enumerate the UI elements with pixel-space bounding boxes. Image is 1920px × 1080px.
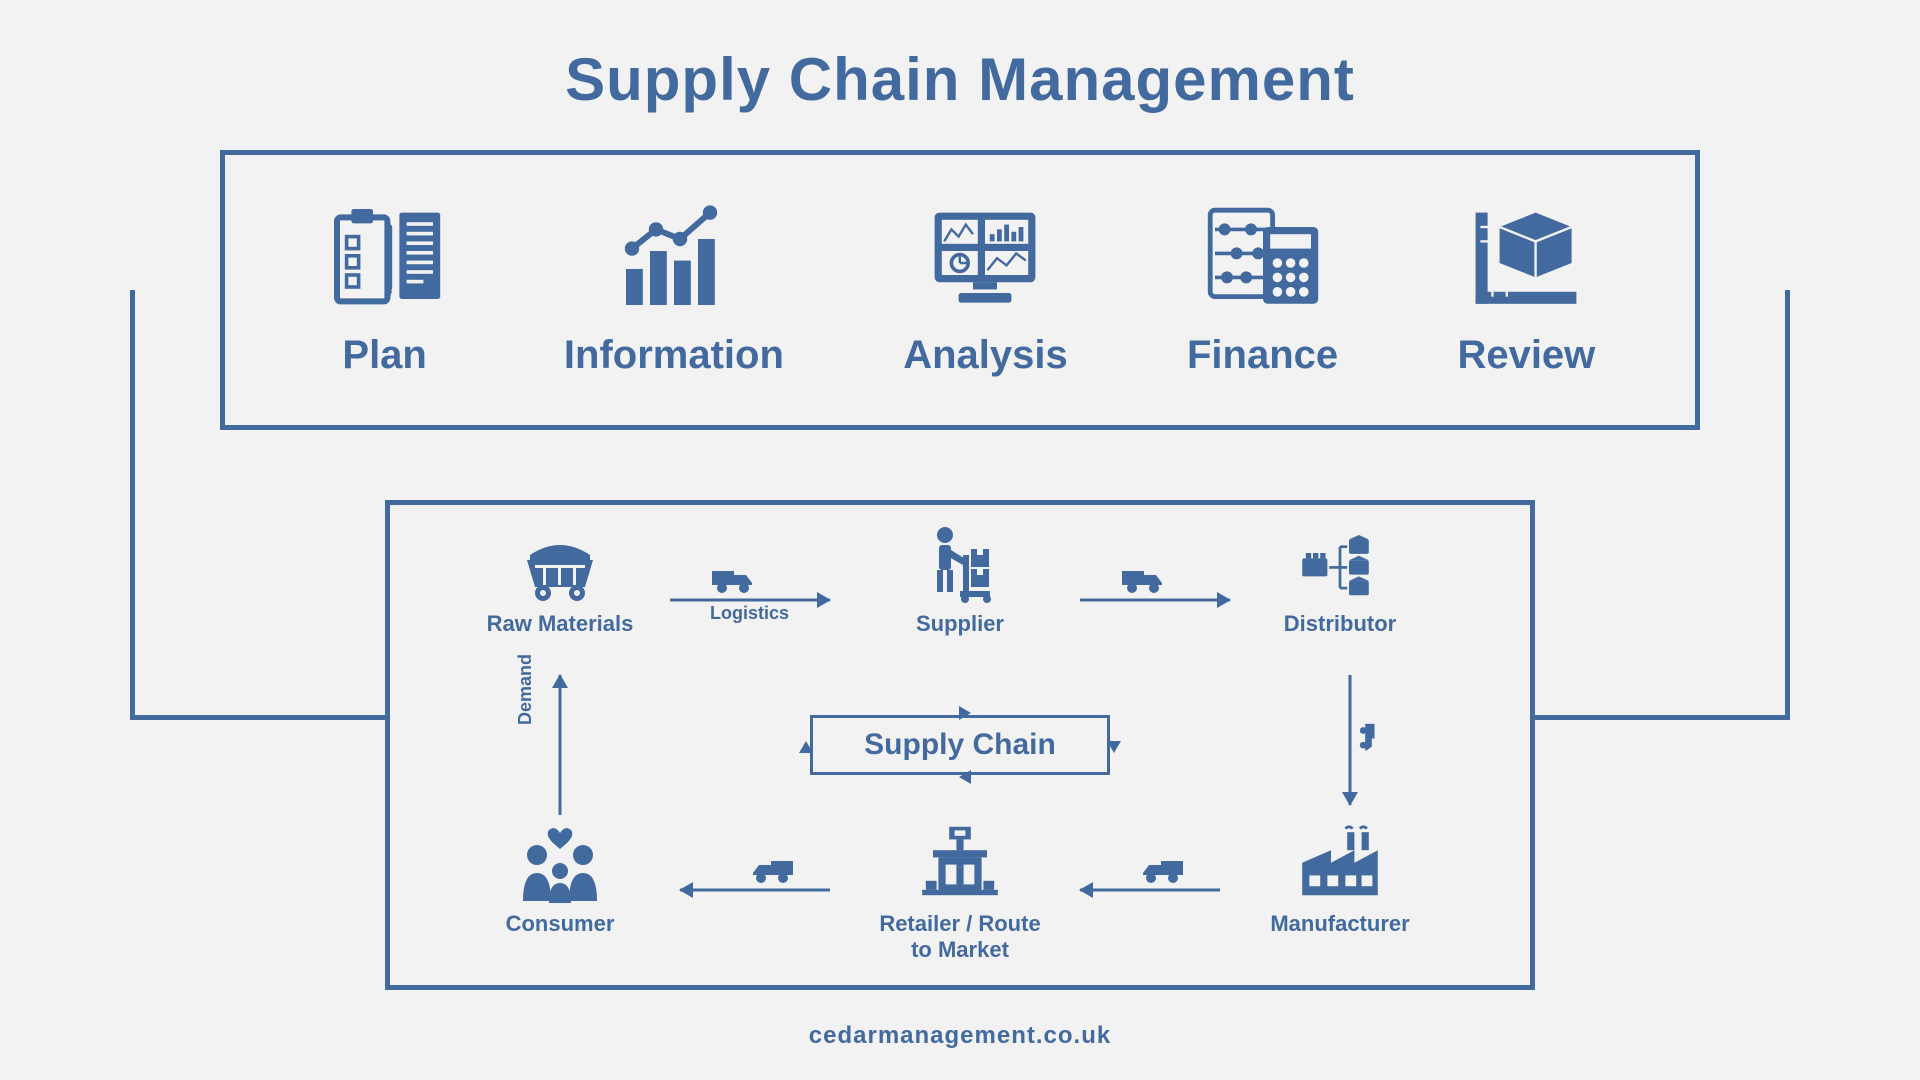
arrow-consumer-to-raw: Demand — [545, 675, 575, 815]
management-functions-box: Plan Information — [220, 150, 1700, 430]
function-plan: Plan — [325, 203, 445, 378]
supply-chain-center-box: Supply Chain — [810, 715, 1110, 775]
arrow-raw-to-supplier: Logistics — [670, 585, 830, 615]
truck-icon — [710, 565, 755, 595]
warehouse-tree-icon — [1295, 535, 1385, 605]
mine-cart-icon — [515, 535, 605, 605]
node-manufacturer: Manufacturer — [1230, 825, 1450, 937]
supply-chain-center-label: Supply Chain — [864, 728, 1056, 762]
supply-chain-cycle-box: Raw Materials Supplier — [385, 500, 1535, 990]
node-raw-materials-label: Raw Materials — [460, 611, 660, 637]
truck-icon — [750, 855, 795, 885]
footer-attribution: cedarmanagement.co.uk — [0, 1022, 1920, 1050]
node-manufacturer-label: Manufacturer — [1230, 911, 1450, 937]
node-supplier-label: Supplier — [860, 611, 1060, 637]
page-title: Supply Chain Management — [0, 0, 1920, 114]
function-information-label: Information — [564, 333, 784, 378]
clipboard-doc-icon — [325, 203, 445, 313]
family-icon — [515, 825, 605, 905]
store-icon — [915, 825, 1005, 905]
node-raw-materials: Raw Materials — [460, 535, 660, 637]
truck-icon — [1334, 723, 1379, 753]
cube-ruler-icon — [1466, 203, 1586, 313]
function-finance-label: Finance — [1187, 333, 1338, 378]
function-information: Information — [564, 203, 784, 378]
function-review-label: Review — [1457, 333, 1595, 378]
arrow-distributor-to-manufacturer — [1335, 675, 1365, 805]
function-review: Review — [1457, 203, 1595, 378]
node-consumer-label: Consumer — [460, 911, 660, 937]
worker-boxes-icon — [915, 525, 1005, 605]
node-consumer: Consumer — [460, 825, 660, 937]
node-supplier: Supplier — [860, 525, 1060, 637]
node-retailer: Retailer / Route to Market — [850, 825, 1070, 964]
function-analysis: Analysis — [903, 203, 1068, 378]
arrow-logistics-label: Logistics — [710, 603, 789, 624]
dashboard-monitor-icon — [925, 203, 1045, 313]
arrow-manufacturer-to-retailer — [1080, 875, 1220, 905]
arrow-demand-label: Demand — [515, 654, 536, 725]
function-finance: Finance — [1187, 203, 1338, 378]
truck-icon — [1140, 855, 1185, 885]
truck-icon — [1120, 565, 1165, 595]
node-retailer-label: Retailer / Route to Market — [850, 911, 1070, 964]
function-analysis-label: Analysis — [903, 333, 1068, 378]
arrow-supplier-to-distributor — [1080, 585, 1230, 615]
factory-icon — [1295, 825, 1385, 905]
node-distributor-label: Distributor — [1230, 611, 1450, 637]
arrow-retailer-to-consumer — [680, 875, 830, 905]
node-distributor: Distributor — [1230, 535, 1450, 637]
function-plan-label: Plan — [342, 333, 426, 378]
bar-line-chart-icon — [614, 203, 734, 313]
abacus-calculator-icon — [1203, 203, 1323, 313]
